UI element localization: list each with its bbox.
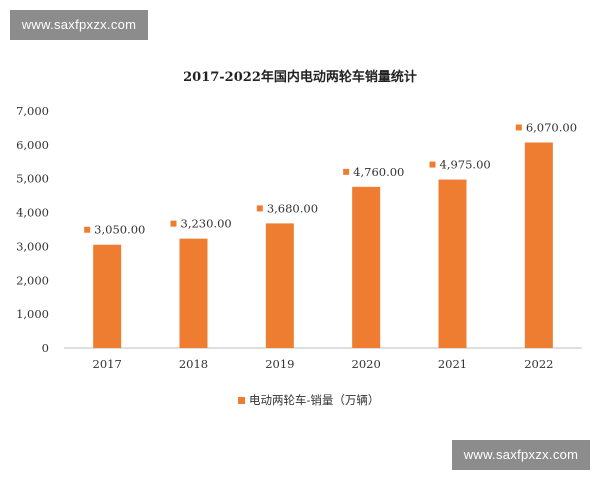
- y-tick-label: 7,000: [16, 104, 49, 118]
- x-axis-ticks: 2017 2018 2019 2020 2021 2022: [93, 357, 554, 371]
- bar: [179, 238, 208, 348]
- watermark-top: www.saxfpxzx.com: [10, 10, 148, 40]
- bar: [93, 244, 122, 348]
- data-label-marker: [515, 124, 522, 131]
- y-tick-label: 1,000: [16, 307, 49, 321]
- y-tick-label: 2,000: [16, 273, 49, 287]
- data-label-marker: [256, 205, 263, 212]
- legend: 电动两轮车-销量（万辆）: [238, 393, 379, 407]
- data-label-marker: [343, 168, 350, 175]
- x-tick-label: 2022: [524, 357, 553, 371]
- bar: [438, 179, 467, 348]
- legend-label: 电动两轮车-销量（万辆）: [249, 393, 379, 407]
- y-tick-label: 5,000: [16, 172, 49, 186]
- data-label-marker: [84, 226, 91, 233]
- y-tick-label: 0: [42, 341, 49, 355]
- data-label-marker: [429, 161, 436, 168]
- data-label: 4,975.00: [440, 158, 491, 172]
- x-tick-label: 2017: [93, 357, 122, 371]
- bar: [265, 223, 294, 348]
- data-label: 6,070.00: [526, 120, 577, 134]
- y-tick-label: 4,000: [16, 206, 49, 220]
- watermark-bottom: www.saxfpxzx.com: [452, 440, 590, 470]
- legend-swatch: [238, 397, 245, 404]
- data-label: 4,760.00: [353, 165, 404, 179]
- y-tick-label: 6,000: [16, 138, 49, 152]
- data-label-marker: [170, 220, 177, 227]
- data-label: 3,230.00: [181, 217, 232, 231]
- data-label: 3,680.00: [267, 201, 318, 215]
- data-label: 3,050.00: [94, 223, 145, 237]
- bar: [524, 142, 553, 348]
- bars: [93, 142, 553, 348]
- y-axis-ticks: 0 1,000 2,000 3,000 4,000 5,000 6,000 7,000: [16, 104, 49, 355]
- data-labels: 3,050.00 3,230.00 3,680.00 4,760.00 4,975.00…: [84, 120, 577, 237]
- x-tick-label: 2021: [438, 357, 467, 371]
- bar: [352, 186, 381, 348]
- y-tick-label: 3,000: [16, 239, 49, 253]
- x-tick-label: 2018: [179, 357, 208, 371]
- chart-title: 2017-2022年国内电动两轮车销量统计: [183, 69, 417, 85]
- x-tick-label: 2020: [352, 357, 381, 371]
- x-tick-label: 2019: [265, 357, 294, 371]
